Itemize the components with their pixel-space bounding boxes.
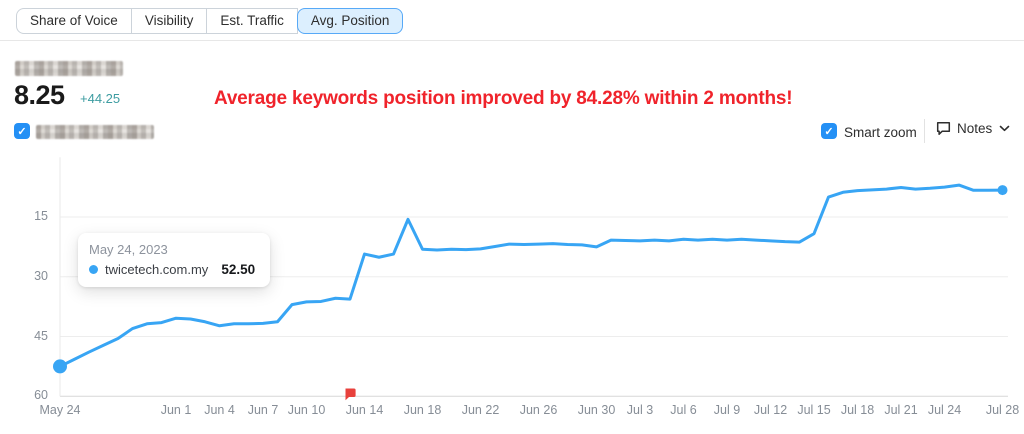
position-trend-line[interactable] <box>58 183 1004 368</box>
x-axis-tick: Jul 6 <box>670 403 697 417</box>
smart-zoom-checkbox[interactable]: ✓ <box>821 123 837 139</box>
x-axis-tick: Jul 24 <box>927 403 962 417</box>
tab-est-traffic[interactable]: Est. Traffic <box>206 8 298 34</box>
y-axis-tick: 45 <box>34 328 48 343</box>
x-axis-tick: Jun 22 <box>461 403 500 417</box>
start-point-marker[interactable] <box>53 359 67 374</box>
x-axis-tick: Jun 7 <box>247 403 279 417</box>
improvement-annotation: Average keywords position improved by 84… <box>214 88 793 109</box>
x-axis-tick: Jul 15 <box>797 403 831 417</box>
x-axis-tick: Jul 3 <box>626 403 654 417</box>
check-icon: ✓ <box>17 125 27 138</box>
series-visibility-checkbox[interactable]: ✓ <box>14 123 30 139</box>
x-axis-tick: Jun 10 <box>287 403 326 417</box>
divider <box>924 119 925 143</box>
y-axis-tick: 15 <box>34 208 48 223</box>
divider <box>0 40 1024 41</box>
tooltip-value: 52.50 <box>221 262 256 277</box>
notes-label: Notes <box>957 121 993 136</box>
x-axis-tick: Jun 30 <box>577 403 616 417</box>
y-axis-tick: 60 <box>34 388 48 403</box>
x-axis-tick: Jul 9 <box>713 403 741 417</box>
check-icon: ✓ <box>824 125 834 138</box>
series-dot-icon <box>89 265 98 274</box>
x-axis-tick: Jul 12 <box>753 403 788 417</box>
x-axis-tick: May 24 <box>39 403 81 417</box>
speech-bubble-icon <box>936 121 951 135</box>
avg-position-change: +44.25 <box>80 91 121 106</box>
avg-position-value: 8.25 <box>14 80 65 110</box>
tooltip-series-name: twicetech.com.my <box>105 262 209 277</box>
y-axis-tick: 30 <box>34 268 48 283</box>
chart-canvas <box>53 157 1008 401</box>
x-axis-tick: Jun 14 <box>345 403 384 417</box>
metric-tab-bar: Share of Voice Visibility Est. Traffic A… <box>16 8 404 34</box>
note-flag-icon[interactable] <box>345 388 356 401</box>
x-axis-tick: Jun 26 <box>519 403 558 417</box>
tab-share-of-voice[interactable]: Share of Voice <box>16 8 132 34</box>
avg-position-line-chart[interactable]: 15 30 45 60 May 24 Jun 1 Jun 4 Jun 7 Jun 10 Jun 1… <box>0 154 1024 434</box>
chevron-down-icon <box>999 125 1010 132</box>
tab-avg-position[interactable]: Avg. Position <box>296 8 404 34</box>
redacted-series-label[interactable] <box>36 125 154 139</box>
tooltip-row: twicetech.com.my 52.50 <box>89 262 255 277</box>
end-point-marker[interactable] <box>997 185 1008 196</box>
x-axis-tick: Jul 21 <box>884 403 918 417</box>
x-axis-tick: Jun 18 <box>403 403 442 417</box>
x-axis-tick: Jun 4 <box>204 403 235 417</box>
x-axis-tick: Jul 28 <box>985 403 1020 417</box>
redacted-project-name <box>15 61 123 76</box>
x-axis-tick: Jul 18 <box>840 403 875 417</box>
chart-tooltip: May 24, 2023 twicetech.com.my 52.50 <box>78 233 271 287</box>
tooltip-date: May 24, 2023 <box>89 242 168 257</box>
smart-zoom-label[interactable]: Smart zoom <box>844 125 917 140</box>
x-axis-tick: Jun 1 <box>160 403 192 417</box>
notes-dropdown-button[interactable]: Notes <box>936 121 1010 136</box>
tab-visibility[interactable]: Visibility <box>130 8 208 34</box>
